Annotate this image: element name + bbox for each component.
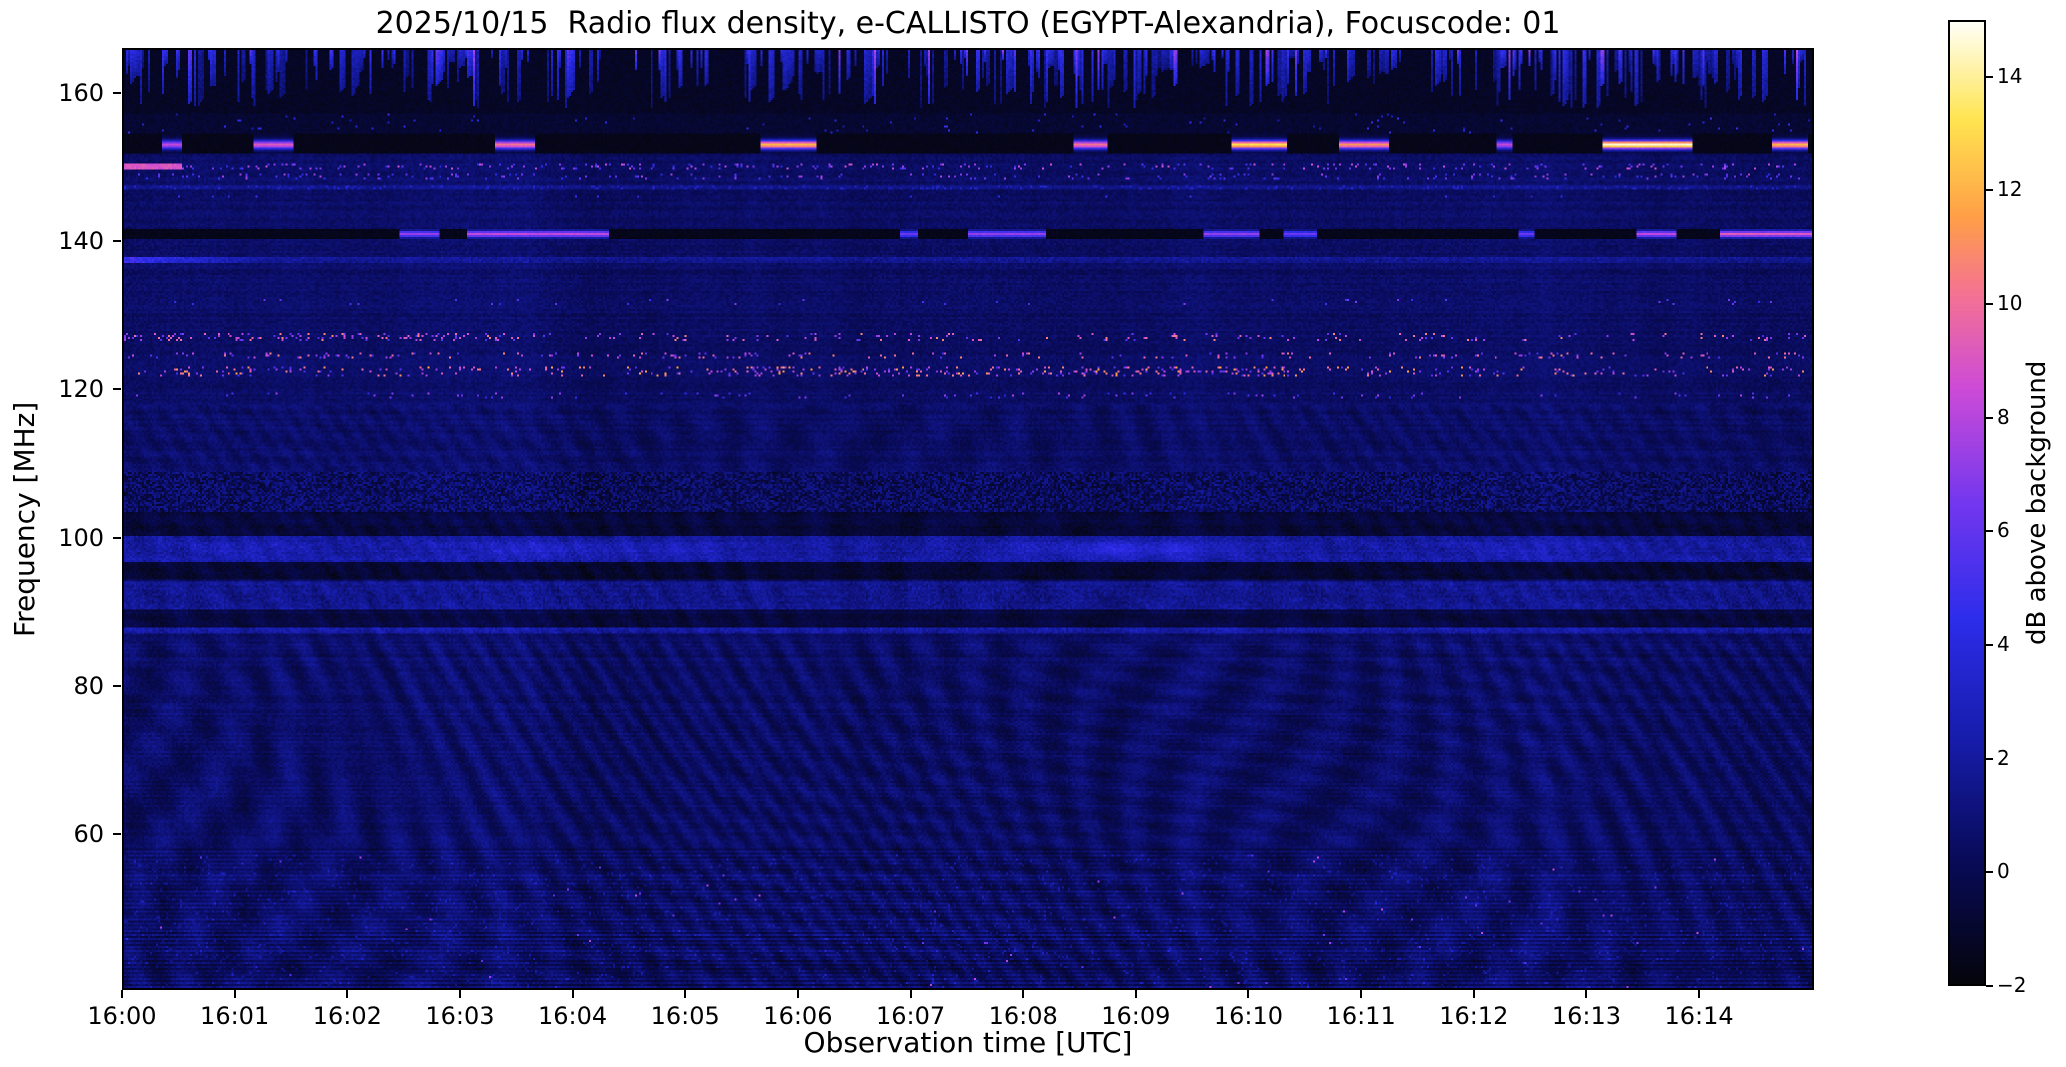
- plot-area: [122, 48, 1814, 990]
- x-tick-label: 16:10: [1213, 1002, 1284, 1030]
- colorbar: [1948, 20, 1986, 986]
- x-tick-label: 16:06: [763, 1002, 833, 1030]
- x-tick-mark: [684, 990, 687, 998]
- y-tick-label: 60: [73, 820, 104, 849]
- x-tick-label: 16:00: [87, 1002, 157, 1030]
- x-axis-label: Observation time [UTC]: [803, 1026, 1133, 1059]
- x-tick-mark: [1360, 990, 1363, 998]
- x-tick-label: 16:01: [200, 1002, 270, 1030]
- y-tick-label: 140: [58, 226, 104, 255]
- x-tick-label: 16:02: [312, 1002, 382, 1030]
- x-tick-label: 16:07: [875, 1002, 946, 1030]
- x-tick-mark: [1247, 990, 1250, 998]
- colorbar-tick-mark: [1986, 416, 1993, 419]
- colorbar-tick-mark: [1986, 757, 1993, 760]
- colorbar-tick-label: −2: [1997, 973, 2027, 997]
- x-tick-label: 16:08: [988, 1002, 1058, 1030]
- colorbar-label: dB above background: [2022, 360, 2052, 646]
- x-tick-mark: [571, 990, 574, 998]
- x-tick-label: 16:05: [650, 1002, 720, 1030]
- x-tick-label: 16:12: [1439, 1002, 1509, 1030]
- colorbar-tick-label: 0: [1997, 859, 2010, 884]
- colorbar-tick-label: 12: [1997, 177, 2023, 202]
- x-tick-mark: [1472, 990, 1475, 998]
- colorbar-tick-mark: [1986, 985, 1993, 987]
- y-tick-label: 100: [58, 523, 104, 552]
- y-tick-mark: [113, 684, 121, 687]
- y-tick-mark: [113, 536, 121, 539]
- y-tick-mark: [113, 833, 121, 836]
- x-tick-mark: [909, 990, 912, 998]
- x-tick-label: 16:13: [1551, 1002, 1622, 1030]
- x-tick-mark: [458, 990, 461, 998]
- colorbar-tick-label: 2: [1997, 745, 2010, 770]
- colorbar-tick-mark: [1986, 530, 1993, 533]
- x-tick-label: 16:04: [538, 1002, 608, 1030]
- x-tick-label: 16:03: [425, 1002, 495, 1030]
- x-tick-label: 16:09: [1101, 1002, 1171, 1030]
- y-tick-mark: [113, 91, 121, 94]
- colorbar-tick-label: 4: [1997, 632, 2010, 657]
- x-tick-label: 16:11: [1326, 1002, 1396, 1030]
- x-tick-mark: [233, 990, 236, 998]
- y-tick-label: 160: [58, 78, 104, 107]
- colorbar-tick-mark: [1986, 303, 1993, 306]
- colorbar-tick-label: 6: [1997, 518, 2010, 543]
- x-tick-mark: [1698, 990, 1701, 998]
- spectrogram-canvas: [124, 50, 1812, 988]
- y-tick-mark: [113, 239, 121, 242]
- y-tick-label: 80: [73, 671, 104, 700]
- colorbar-tick-mark: [1986, 871, 1993, 874]
- x-tick-mark: [1585, 990, 1588, 998]
- x-tick-label: 16:14: [1664, 1002, 1734, 1030]
- x-tick-mark: [121, 990, 123, 998]
- y-tick-mark: [113, 388, 121, 391]
- x-tick-mark: [1022, 990, 1025, 998]
- colorbar-tick-mark: [1986, 189, 1993, 192]
- colorbar-tick-label: 8: [1997, 404, 2010, 429]
- colorbar-gradient: [1950, 22, 1984, 984]
- chart-title: 2025/10/15 Radio flux density, e-CALLIST…: [375, 6, 1561, 41]
- colorbar-tick-mark: [1986, 75, 1993, 78]
- x-tick-mark: [1134, 990, 1137, 998]
- colorbar-tick-label: 14: [1997, 63, 2023, 88]
- x-tick-mark: [796, 990, 799, 998]
- x-tick-mark: [346, 990, 349, 998]
- colorbar-tick-mark: [1986, 644, 1993, 647]
- colorbar-tick-label: 10: [1997, 291, 2023, 316]
- y-tick-label: 120: [58, 375, 104, 404]
